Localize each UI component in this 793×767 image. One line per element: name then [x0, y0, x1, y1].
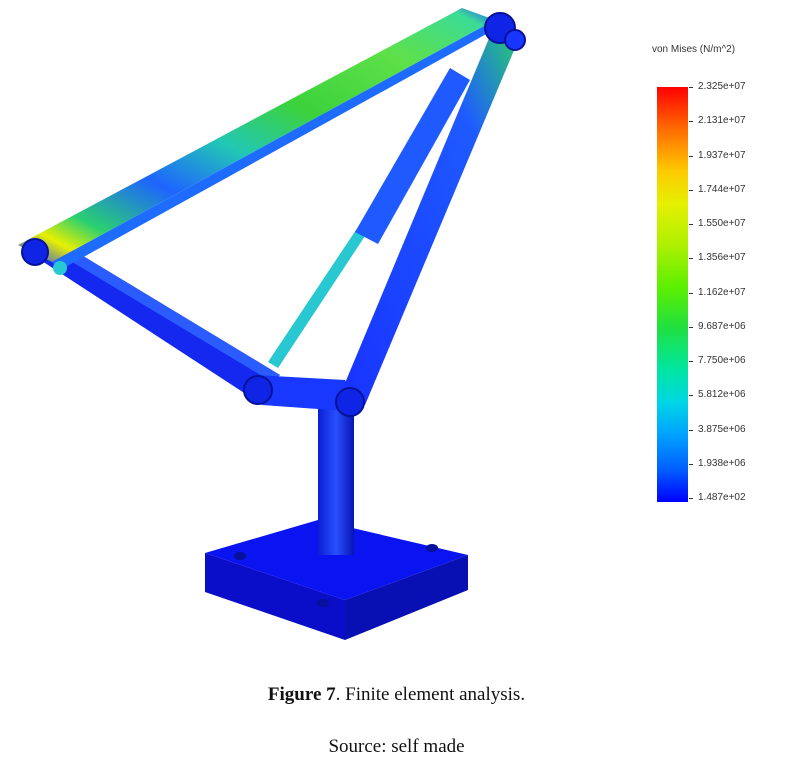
legend-tick-mark [689, 189, 693, 191]
legend-tick-mark [689, 463, 693, 465]
vertical-post [318, 405, 354, 555]
legend-title: von Mises (N/m^2) [652, 44, 736, 55]
legend-tick-label: 1.938e+06 [698, 457, 746, 469]
right-strut [340, 36, 515, 405]
base-plate-side-left [205, 553, 345, 640]
legend-tick-label: 1.550e+07 [698, 218, 746, 229]
legend-tick-mark [689, 121, 693, 123]
cylinder-body [355, 68, 470, 244]
caption-label: Figure 7 [267, 684, 336, 705]
legend-tick-label: 9.687e+06 [698, 320, 746, 332]
legend-tick-label: 1.937e+07 [698, 149, 746, 161]
legend-color-bar [657, 87, 688, 502]
legend-tick-mark [689, 395, 693, 397]
figure-source: Source: self made [328, 736, 465, 757]
legend-tick-mark [689, 361, 693, 362]
caption-text: . Finite element analysis. [335, 684, 526, 705]
legend-tick-mark [689, 326, 693, 328]
legend-tick-mark [689, 292, 693, 294]
fea-model-illustration [18, 8, 526, 640]
legend-tick-mark [689, 224, 693, 225]
legend-tick-label: 1.744e+07 [698, 183, 746, 195]
lower-left-arm [22, 236, 280, 400]
legend-tick-mark [689, 87, 693, 88]
bolt-hole [234, 552, 246, 560]
bolt-hole [426, 544, 438, 552]
cylinder-rod [268, 230, 365, 368]
joint-pin [21, 238, 49, 266]
base-plate-top [205, 520, 468, 600]
joint-pin [335, 387, 365, 417]
lower-connector [255, 375, 360, 412]
legend-tick-mark [689, 155, 693, 157]
legend-tick-mark [689, 258, 693, 260]
legend-tick-label: 7.750e+06 [698, 355, 746, 366]
legend-tick-label: 1.356e+07 [698, 252, 746, 264]
bolt-hole [317, 599, 329, 607]
legend-tick-label: 2.131e+07 [698, 115, 746, 127]
legend-tick-label: 3.875e+06 [698, 423, 746, 435]
legend-tick-label: 1.162e+07 [698, 286, 746, 298]
legend-tick-label: 2.325e+07 [698, 81, 746, 92]
joint-pin [504, 29, 526, 51]
top-arm [18, 8, 495, 262]
figure-caption: Figure 7. Finite element analysis. [0, 684, 793, 706]
legend-tick-label: 5.812e+06 [698, 389, 746, 401]
legend-tick-mark [689, 429, 693, 431]
lower-left-arm-highlight [44, 236, 280, 382]
base-plate-side-right [345, 555, 468, 640]
joint-pin [243, 375, 273, 405]
top-arm-inner [52, 20, 495, 270]
joint-pin [53, 261, 67, 275]
legend-tick-label: 1.487e+02 [698, 492, 746, 503]
legend-tick-mark [689, 498, 693, 499]
